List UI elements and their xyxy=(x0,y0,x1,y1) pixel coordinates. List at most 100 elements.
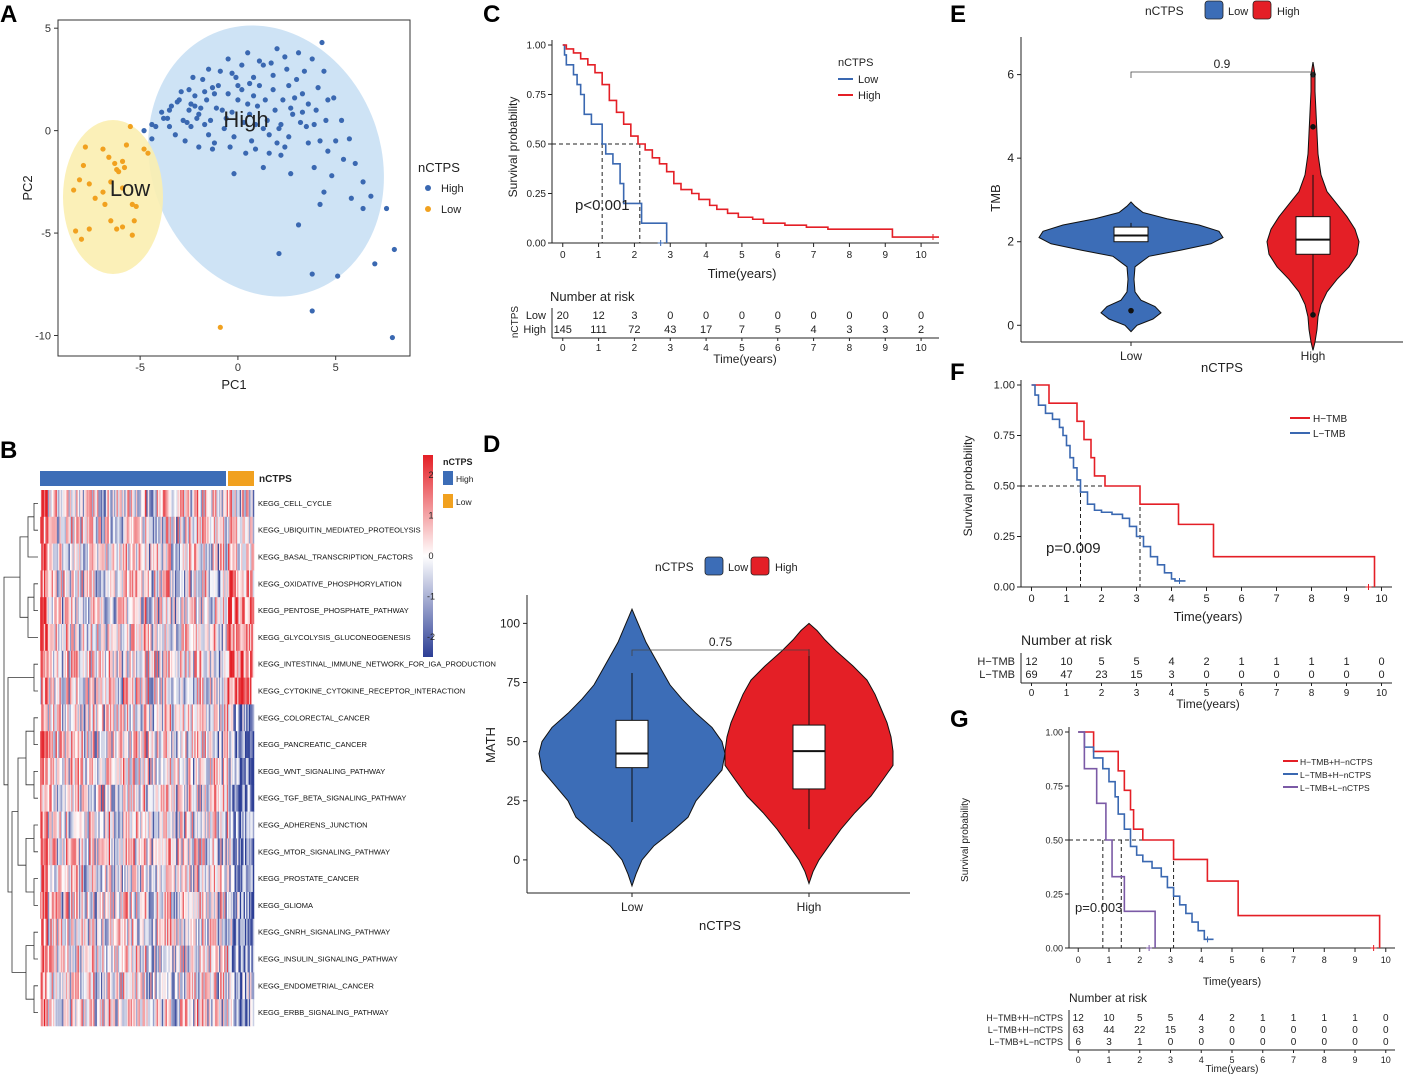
heatmap-cell xyxy=(64,624,67,652)
km-x-tick-label: 5 xyxy=(739,250,745,261)
heatmap-cell xyxy=(156,731,159,759)
heatmap-cell xyxy=(63,597,65,625)
heatmap-cell xyxy=(146,972,148,1000)
heatmap-cell xyxy=(200,972,203,1000)
heatmap-cell xyxy=(50,490,52,518)
heatmap-cell xyxy=(110,972,112,1000)
heatmap-cell xyxy=(200,677,203,705)
heatmap-cell xyxy=(183,758,186,786)
heatmap-cell xyxy=(76,999,78,1027)
heatmap-cell xyxy=(132,704,134,732)
heatmap-cell xyxy=(217,892,220,920)
pca-point-high xyxy=(205,132,212,138)
heatmap-cell xyxy=(208,624,211,652)
heatmap-cell xyxy=(220,758,222,786)
heatmap-cell xyxy=(73,731,76,759)
heatmap-row-label: KEGG_WNT_SIGNALING_PATHWAY xyxy=(258,767,385,776)
high-group-ellipse xyxy=(148,25,384,297)
heatmap-cell xyxy=(81,972,84,1000)
heatmap-cell xyxy=(130,731,133,759)
heatmap-cell xyxy=(139,624,142,652)
heatmap-cell xyxy=(212,516,215,544)
heatmap-cell xyxy=(46,677,49,705)
heatmap-cell xyxy=(115,490,117,518)
heatmap-cell xyxy=(58,945,60,973)
heatmap-cell xyxy=(97,784,99,812)
heatmap-cell xyxy=(94,972,97,1000)
heatmap-cell xyxy=(104,624,107,652)
heatmap-cell xyxy=(237,838,239,866)
heatmap-cell xyxy=(248,597,251,625)
heatmap-row-label: KEGG_PROSTATE_CANCER xyxy=(258,874,360,883)
heatmap-cell xyxy=(238,892,240,920)
km-x-tick-label: 6 xyxy=(775,250,781,261)
heatmap-cell xyxy=(77,650,80,678)
heatmap-cell xyxy=(43,838,46,866)
heatmap-cell xyxy=(77,570,80,598)
heatmap-cell xyxy=(238,838,240,866)
heatmap-cell xyxy=(220,704,222,732)
heatmap-cell xyxy=(97,758,99,786)
heatmap-cell xyxy=(168,758,170,786)
heatmap-cell xyxy=(135,892,138,920)
heatmap-cell xyxy=(217,811,220,839)
heatmap-cell xyxy=(77,865,80,893)
risk-row-label: L−TMB+L−nCTPS xyxy=(989,1037,1063,1047)
heatmap-cell xyxy=(104,650,107,678)
heatmap-cell xyxy=(52,570,55,598)
heatmap-cell xyxy=(137,677,139,705)
heatmap-cell xyxy=(183,516,186,544)
heatmap-cell xyxy=(135,758,138,786)
heatmap-cell xyxy=(52,543,55,571)
heatmap-cell xyxy=(194,758,196,786)
heatmap-cell xyxy=(220,490,222,518)
heatmap-cell xyxy=(75,597,77,625)
heatmap-cell xyxy=(75,731,77,759)
heatmap-cell xyxy=(99,624,102,652)
heatmap-cell xyxy=(126,597,129,625)
pca-point-low xyxy=(119,185,126,191)
heatmap-cell xyxy=(143,865,146,893)
heatmap-cell xyxy=(229,972,231,1000)
heatmap-cell xyxy=(152,945,155,973)
heatmap-cell xyxy=(238,784,240,812)
heatmap-cell xyxy=(119,704,121,732)
heatmap-cell xyxy=(243,972,246,1000)
pca-point-low xyxy=(80,162,87,169)
heatmap-cell xyxy=(207,731,209,759)
heatmap-cell xyxy=(204,543,207,571)
pca-point-high xyxy=(247,111,253,117)
heatmap-cell xyxy=(76,624,78,652)
heatmap-cell xyxy=(241,999,243,1027)
heatmap-cell xyxy=(141,704,143,732)
pca-point-high xyxy=(231,134,237,140)
heatmap-cell xyxy=(237,704,239,732)
heatmap-cell xyxy=(106,543,108,571)
heatmap-cell xyxy=(190,677,192,705)
heatmap-cell xyxy=(155,516,157,544)
heatmap-cell xyxy=(198,731,200,759)
heatmap-cell xyxy=(41,838,43,866)
heatmap-cell xyxy=(217,999,220,1027)
heatmap-cell xyxy=(217,516,220,544)
heatmap-cell xyxy=(115,516,117,544)
risk-value: 0 xyxy=(667,310,673,322)
heatmap-cell xyxy=(250,945,252,973)
heatmap-cell xyxy=(222,597,225,625)
heatmap-cell xyxy=(60,972,63,1000)
heatmap-cell xyxy=(145,490,147,518)
pca-point-high xyxy=(368,193,374,199)
heatmap-cell xyxy=(209,892,212,920)
heatmap-cell xyxy=(110,677,112,705)
heatmap-cell xyxy=(152,758,155,786)
heatmap-cell xyxy=(55,838,58,866)
heatmap-cell xyxy=(203,838,205,866)
heatmap-cell xyxy=(40,490,42,518)
heatmap-cell xyxy=(143,624,146,652)
heatmap-cell xyxy=(252,650,255,678)
heatmap-cell xyxy=(226,999,229,1027)
heatmap-cell xyxy=(233,945,235,973)
heatmap-cell xyxy=(81,731,84,759)
heatmap-cell xyxy=(104,892,107,920)
heatmap-cell xyxy=(126,516,129,544)
